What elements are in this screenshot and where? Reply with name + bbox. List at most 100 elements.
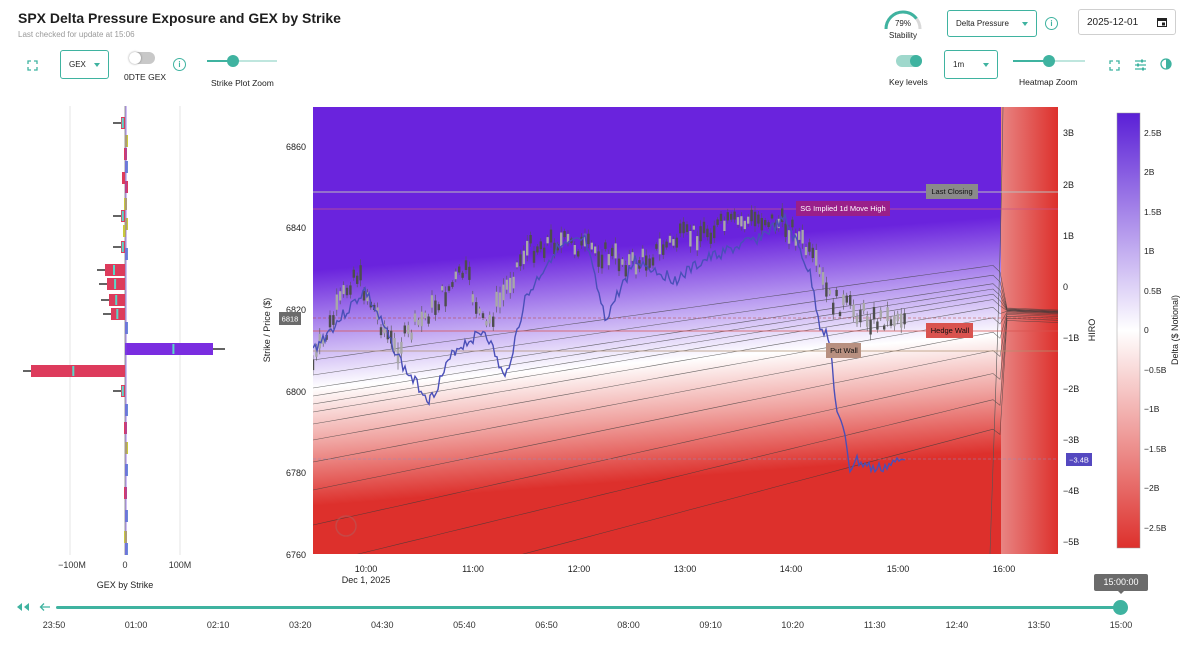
candle-body	[648, 258, 651, 268]
candle-body	[852, 304, 855, 317]
contour-line	[313, 288, 1058, 397]
rewind-icon[interactable]	[15, 602, 31, 612]
candle-body	[726, 212, 729, 221]
stability-gauge-arc	[884, 10, 922, 30]
timeline-tick: 05:40	[453, 620, 476, 630]
candle-body	[349, 285, 352, 295]
candle-body	[753, 211, 757, 227]
expand-icon[interactable]	[1109, 60, 1120, 71]
contrast-icon[interactable]	[1160, 58, 1172, 70]
candle-body	[777, 218, 780, 229]
info-icon[interactable]: i	[1045, 17, 1058, 30]
candle-body	[876, 321, 879, 330]
candle-body	[345, 287, 349, 296]
strike-zoom-label: Strike Plot Zoom	[211, 78, 274, 88]
candle-body	[879, 310, 882, 318]
hiro-tick: −4B	[1063, 486, 1079, 496]
step-back-arrow-icon[interactable]	[39, 602, 51, 612]
candle-body	[842, 294, 845, 306]
candle-body	[903, 313, 906, 325]
colorbar-tick: −1B	[1144, 404, 1160, 414]
candle-body	[597, 251, 600, 267]
chevron-down-icon	[983, 62, 989, 67]
gex-x-tick: −100M	[58, 560, 86, 570]
gex-marker	[114, 279, 117, 289]
contour-line	[313, 265, 1058, 361]
delta-pressure-heatmap[interactable]: Last Closing SG Implied 1d Move High Hed…	[255, 100, 1105, 592]
candle-body	[658, 238, 661, 255]
contour-line	[313, 312, 1058, 463]
candle-body	[781, 208, 784, 222]
date-field[interactable]: 2025-12-01	[1078, 9, 1176, 35]
timeline-tick: 23:50	[42, 620, 66, 630]
candle-body	[556, 244, 559, 251]
y-tick: 6820	[286, 305, 306, 315]
candle-body	[505, 279, 508, 290]
candle-body	[566, 233, 570, 243]
candle-body	[359, 265, 362, 281]
y-tick: 6800	[286, 387, 306, 397]
candle-body	[468, 266, 471, 280]
x-tick: 10:00	[355, 564, 378, 574]
contour-line	[313, 293, 1058, 405]
strike-zoom-thumb[interactable]	[227, 55, 239, 67]
candle-body	[335, 294, 338, 310]
candle-body	[328, 315, 332, 328]
candle-body	[488, 314, 491, 324]
candle-body	[767, 222, 770, 227]
candle-body	[430, 295, 434, 308]
candle-body	[859, 309, 862, 323]
candle-body	[495, 291, 498, 307]
x-tick: 14:00	[780, 564, 803, 574]
gex-bar	[31, 365, 125, 377]
candle-body	[519, 254, 522, 267]
gex-panel-title: GEX by Strike	[97, 580, 154, 590]
timeline-thumb[interactable]	[1113, 600, 1128, 615]
contour-line	[989, 107, 1004, 554]
candle-body	[825, 282, 828, 297]
candle-body	[682, 221, 685, 234]
candle-body	[808, 242, 811, 252]
timeline-tick: 08:00	[617, 620, 640, 630]
timeline-tick: 04:30	[371, 620, 394, 630]
candle-body	[668, 235, 672, 243]
candle-body	[685, 224, 689, 232]
sg-implied-tag	[796, 201, 890, 216]
candle-body	[492, 316, 495, 327]
candle-body	[883, 325, 886, 330]
colorbar-tick: 0	[1144, 325, 1149, 335]
interval-dropdown[interactable]: 1m	[944, 50, 998, 79]
odte-gex-toggle[interactable]	[129, 52, 155, 64]
candle-body	[770, 214, 774, 219]
stability-gauge: 79% Stability	[882, 7, 924, 43]
strike-zoom-slider[interactable]	[207, 60, 277, 62]
gex-marker	[121, 242, 124, 252]
candle-body	[821, 272, 825, 285]
mode-dropdown[interactable]: Delta Pressure	[947, 10, 1037, 37]
candle-body	[730, 213, 733, 220]
hedge-wall-label: Hedge Wall	[931, 326, 970, 335]
gex-marker	[72, 366, 75, 376]
candle-body	[835, 289, 838, 297]
timeline-tick: 09:10	[699, 620, 722, 630]
colorbar-tick: 2.5B	[1144, 128, 1162, 138]
timeline-track[interactable]	[56, 606, 1122, 609]
candle-body	[475, 302, 478, 314]
colorbar: 2.5B 2B 1.5B 1B 0.5B 0 −0.5B −1B −1.5B −…	[1116, 112, 1180, 549]
key-levels-toggle[interactable]	[896, 55, 922, 67]
candle-body	[849, 295, 852, 305]
settings-sliders-icon[interactable]	[1134, 58, 1147, 71]
put-wall-label: Put Wall	[830, 346, 858, 355]
candle-body	[532, 250, 536, 263]
heatmap-zoom-thumb[interactable]	[1043, 55, 1055, 67]
contour-line	[313, 316, 1058, 526]
candle-body	[716, 219, 719, 225]
y-tick: 6780	[286, 468, 306, 478]
timeline-current-time: 15:00:00	[1094, 574, 1148, 591]
expand-icon[interactable]	[27, 60, 38, 71]
info-icon[interactable]: i	[173, 58, 186, 71]
heatmap-zoom-label: Heatmap Zoom	[1019, 77, 1078, 87]
hiro-tick: −5B	[1063, 537, 1079, 547]
candle-body	[747, 216, 750, 224]
gex-dropdown[interactable]: GEX	[60, 50, 109, 79]
